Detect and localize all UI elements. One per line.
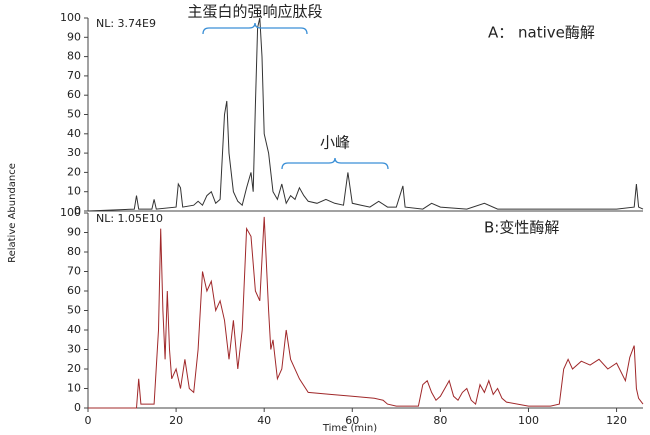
x-tick-label: 100 [518, 414, 539, 427]
y-tick-label: 80 [67, 50, 81, 63]
y-tick-label: 20 [67, 165, 81, 178]
y-tick-label: 80 [67, 245, 81, 258]
x-tick-label: 80 [433, 414, 447, 427]
bracket [202, 22, 308, 35]
y-axis-label: Relative Abundance [7, 163, 18, 263]
panel-label: B:变性酶解 [484, 219, 559, 237]
nl-label: NL: 1.05E10 [96, 212, 163, 225]
y-tick-label: 30 [67, 146, 81, 159]
y-tick-label: 50 [67, 108, 81, 121]
y-tick-label: 50 [67, 304, 81, 317]
x-tick-label: 0 [85, 414, 92, 427]
bracket [281, 157, 389, 170]
x-tick-label: 40 [257, 414, 271, 427]
y-tick-label: 90 [67, 226, 81, 239]
nl-label: NL: 3.74E9 [96, 17, 156, 30]
y-tick-label: 40 [67, 323, 81, 336]
y-tick-label: 100 [60, 206, 81, 219]
y-tick-label: 90 [67, 30, 81, 43]
y-tick-label: 60 [67, 284, 81, 297]
y-tick-label: 100 [60, 11, 81, 24]
y-tick-label: 10 [67, 382, 81, 395]
y-tick-label: 10 [67, 185, 81, 198]
y-tick-label: 70 [67, 265, 81, 278]
y-tick-label: 20 [67, 362, 81, 375]
y-tick-label: 40 [67, 127, 81, 140]
x-tick-label: 20 [169, 414, 183, 427]
y-tick-label: 60 [67, 88, 81, 101]
trace [88, 216, 644, 409]
x-tick-label: 120 [606, 414, 627, 427]
trace [87, 17, 644, 212]
x-tick-label: 60 [345, 414, 359, 427]
panel-label: A： native酶解 [488, 24, 595, 42]
y-tick-label: 30 [67, 343, 81, 356]
y-tick-label: 0 [74, 204, 81, 217]
y-tick-label: 0 [74, 401, 81, 414]
annotation: 小峰 [320, 134, 350, 152]
y-tick-label: 70 [67, 69, 81, 82]
x-axis-label: Time (min) [322, 423, 377, 434]
annotation: 主蛋白的强响应肽段 [187, 3, 322, 21]
